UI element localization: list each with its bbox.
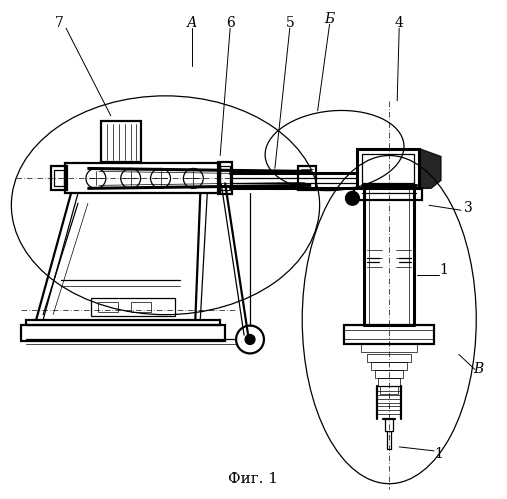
Bar: [91, 298, 175, 316]
Bar: [51, 167, 67, 190]
Bar: [375, 370, 403, 378]
Text: 1: 1: [434, 447, 444, 461]
Text: 4: 4: [395, 16, 404, 30]
Bar: [371, 362, 407, 370]
Bar: [101, 121, 140, 163]
Bar: [65, 164, 220, 193]
Text: Фиг. 1: Фиг. 1: [228, 472, 278, 486]
Bar: [218, 163, 232, 194]
Bar: [54, 171, 64, 186]
Text: 3: 3: [464, 201, 473, 215]
Bar: [220, 167, 230, 190]
Bar: [26, 319, 220, 324]
Bar: [354, 188, 422, 200]
Bar: [298, 167, 316, 190]
Text: 5: 5: [285, 16, 294, 30]
Text: В: В: [474, 362, 484, 376]
Text: 7: 7: [55, 16, 63, 30]
Bar: [98, 302, 118, 312]
Text: 6: 6: [226, 16, 235, 30]
Circle shape: [245, 334, 255, 344]
Bar: [380, 386, 398, 394]
Text: 1: 1: [440, 263, 448, 277]
Polygon shape: [419, 149, 441, 188]
Bar: [21, 324, 225, 341]
Bar: [357, 149, 419, 188]
Text: Б: Б: [324, 12, 335, 26]
Bar: [368, 354, 411, 362]
Circle shape: [345, 191, 359, 205]
Text: А: А: [187, 16, 198, 30]
Bar: [131, 302, 151, 312]
Bar: [344, 324, 434, 344]
Bar: [361, 344, 417, 352]
Bar: [363, 154, 414, 183]
Bar: [378, 378, 400, 386]
